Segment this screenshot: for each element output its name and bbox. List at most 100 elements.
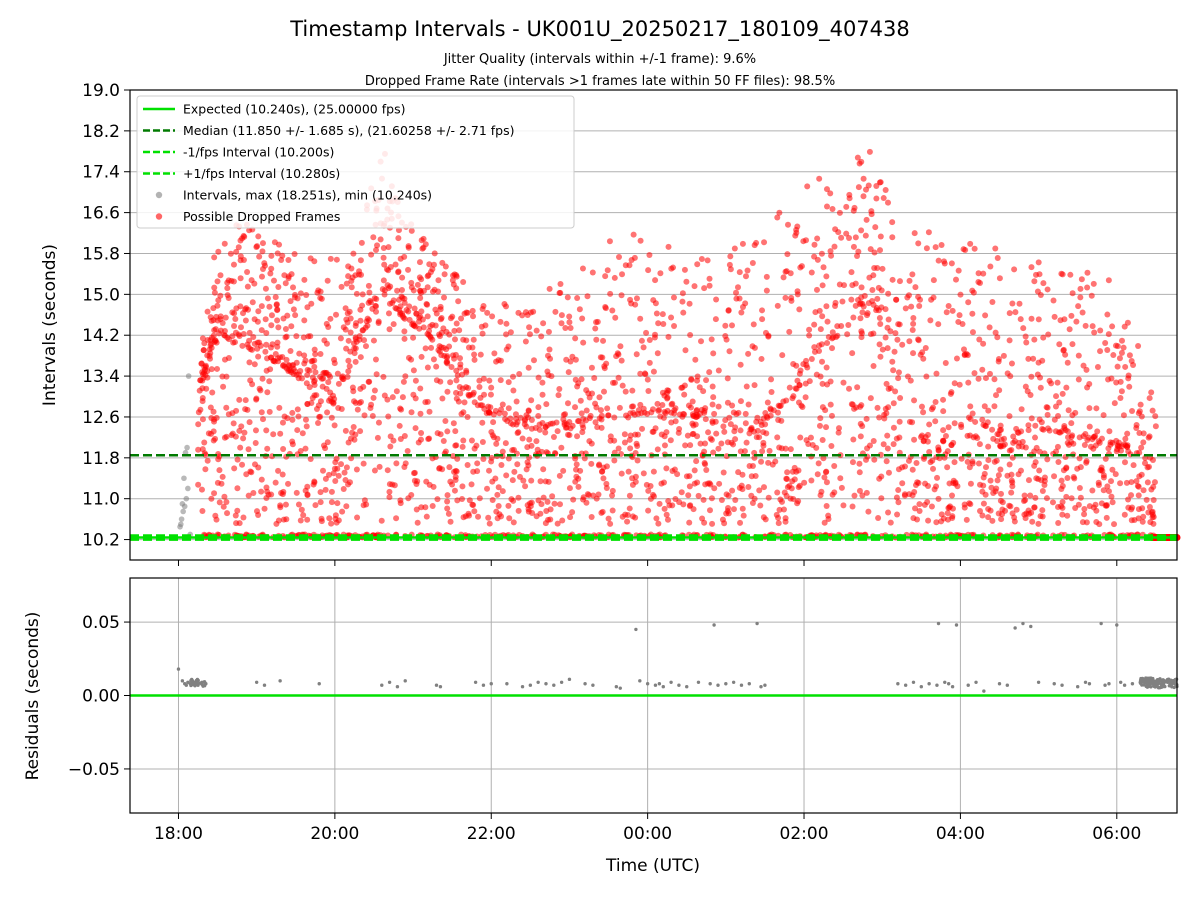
dropped-frame-point [744,267,751,274]
dropped-frame-point [444,428,451,435]
dropped-frame-point [1128,506,1135,513]
dropped-frame-point [1150,520,1157,527]
dropped-frame-point [963,516,970,523]
dropped-frame-point [721,428,728,435]
dropped-frame-point [600,337,607,344]
legend-entry: -1/fps Interval (10.200s) [183,145,334,160]
dropped-frame-point [654,446,661,453]
dropped-frame-point [602,273,609,280]
residual-point [434,683,439,687]
dropped-frame-point [408,227,415,234]
dropped-frame-point [560,416,567,423]
dropped-frame-point [223,433,230,440]
dropped-frame-point [1118,388,1125,395]
dropped-frame-point [540,494,547,501]
dropped-frame-point [240,514,247,521]
dropped-frame-point [781,489,788,496]
dropped-frame-point [578,410,585,417]
dropped-frame-point [202,364,209,371]
dropped-frame-point [796,482,803,489]
dropped-frame-point [905,292,912,299]
dropped-frame-point [1028,415,1035,422]
bottom-y-axis-label: Residuals (seconds) [23,612,43,781]
interval-point [181,475,187,482]
dropped-frame-point [631,254,638,261]
dropped-frame-point [1046,427,1053,434]
dropped-frame-point [729,487,736,494]
dropped-frame-point [464,413,471,420]
dropped-frame-point [295,501,302,508]
dropped-frame-point [297,517,304,524]
dropped-frame-point [510,519,517,526]
dropped-frame-point [505,343,512,350]
dropped-frame-point [451,271,458,278]
dropped-frame-point [395,235,402,242]
dropped-frame-point [539,391,546,398]
dropped-frame-point [818,341,825,348]
dropped-frame-point [1032,494,1039,501]
dropped-frame-point [444,360,451,367]
dropped-frame-point [439,395,446,402]
dropped-frame-point [715,367,722,374]
dropped-frame-point [650,297,657,304]
dropped-frame-point [681,266,688,273]
dropped-frame-point [463,367,470,374]
dropped-frame-point [279,491,286,498]
dropped-frame-point [362,343,369,350]
dropped-frame-point [300,512,307,519]
dropped-frame-point [1025,427,1032,434]
dropped-frame-point [957,291,964,298]
dropped-frame-point [258,409,265,416]
dropped-frame-point [736,295,743,302]
dropped-frame-point [393,515,400,522]
dropped-frame-point [679,298,686,305]
residual-point [1155,679,1159,683]
dropped-frame-point [1114,343,1121,350]
dropped-frame-point [663,389,670,396]
top-y-tick-label: 14.2 [82,326,120,346]
dropped-frame-point [1000,352,1007,359]
dropped-frame-point [763,287,770,294]
dropped-frame-point [720,423,727,430]
dropped-frame-point [975,270,982,277]
dropped-frame-point [709,418,716,425]
dropped-frame-point [596,461,603,468]
dropped-frame-point [802,394,809,401]
dropped-frame-point [1061,316,1068,323]
dropped-frame-point [222,314,229,321]
dropped-frame-point [948,389,955,396]
dropped-frame-point [982,422,989,429]
dropped-frame-point [328,414,335,421]
dropped-frame-point [733,410,740,417]
dropped-frame-point [703,467,710,474]
dropped-frame-point [983,464,990,471]
dropped-frame-point [430,261,437,268]
dropped-frame-point [530,357,537,364]
dropped-frame-point [701,448,708,455]
dropped-frame-point [607,437,614,444]
dropped-frame-point [775,402,782,409]
dropped-frame-point [562,424,569,431]
dropped-frame-point [718,496,725,503]
dropped-frame-point [649,406,656,413]
dropped-frame-point [268,354,275,361]
dropped-frame-point [365,299,372,306]
dropped-frame-point [858,158,865,165]
dropped-frame-point [796,306,803,313]
dropped-frame-point [418,308,425,315]
dropped-frame-point [357,257,364,264]
dropped-frame-point [819,436,826,443]
dropped-frame-point [965,299,972,306]
dropped-frame-point [811,344,818,351]
dropped-frame-point [821,474,828,481]
dropped-frame-point [645,487,652,494]
dropped-frame-point [564,294,571,301]
dropped-frame-point [657,270,664,277]
dropped-frame-point [981,470,988,477]
residual-point [278,679,282,683]
dropped-frame-point [351,350,358,357]
dropped-frame-point [646,337,653,344]
dropped-frame-point [244,268,251,275]
dropped-frame-point [710,394,717,401]
dropped-frame-point [199,335,206,342]
